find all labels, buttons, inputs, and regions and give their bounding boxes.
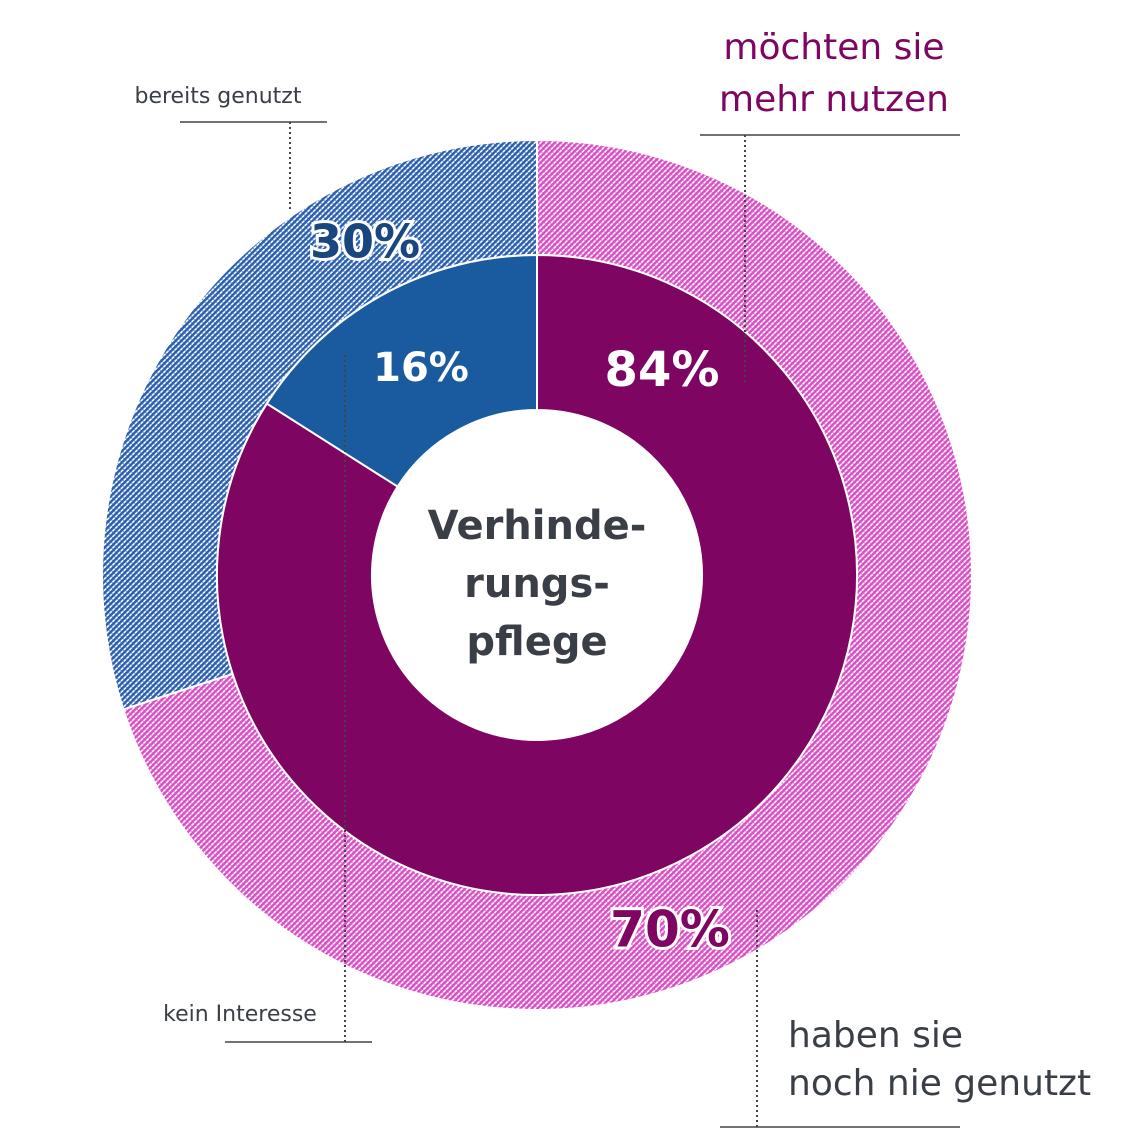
value-label: 30% (310, 215, 420, 269)
value-label: 16% (373, 345, 469, 391)
segment-label: mehr nutzen (719, 79, 949, 120)
center-label: rungs- (464, 561, 610, 607)
value-label: 84% (605, 342, 720, 398)
center-label: pflege (466, 619, 607, 665)
donut-segment (216, 253, 858, 896)
segment-label: möchten sie (723, 27, 944, 68)
segment-label: kein Interesse (163, 1002, 317, 1027)
donut-segment (265, 253, 538, 488)
segment-label: bereits genutzt (135, 84, 302, 109)
value-label: 70% (610, 901, 730, 959)
segment-label: noch nie genutzt (788, 1063, 1091, 1104)
center-label: Verhinde- (428, 503, 647, 549)
segment-label: haben sie (788, 1015, 963, 1056)
